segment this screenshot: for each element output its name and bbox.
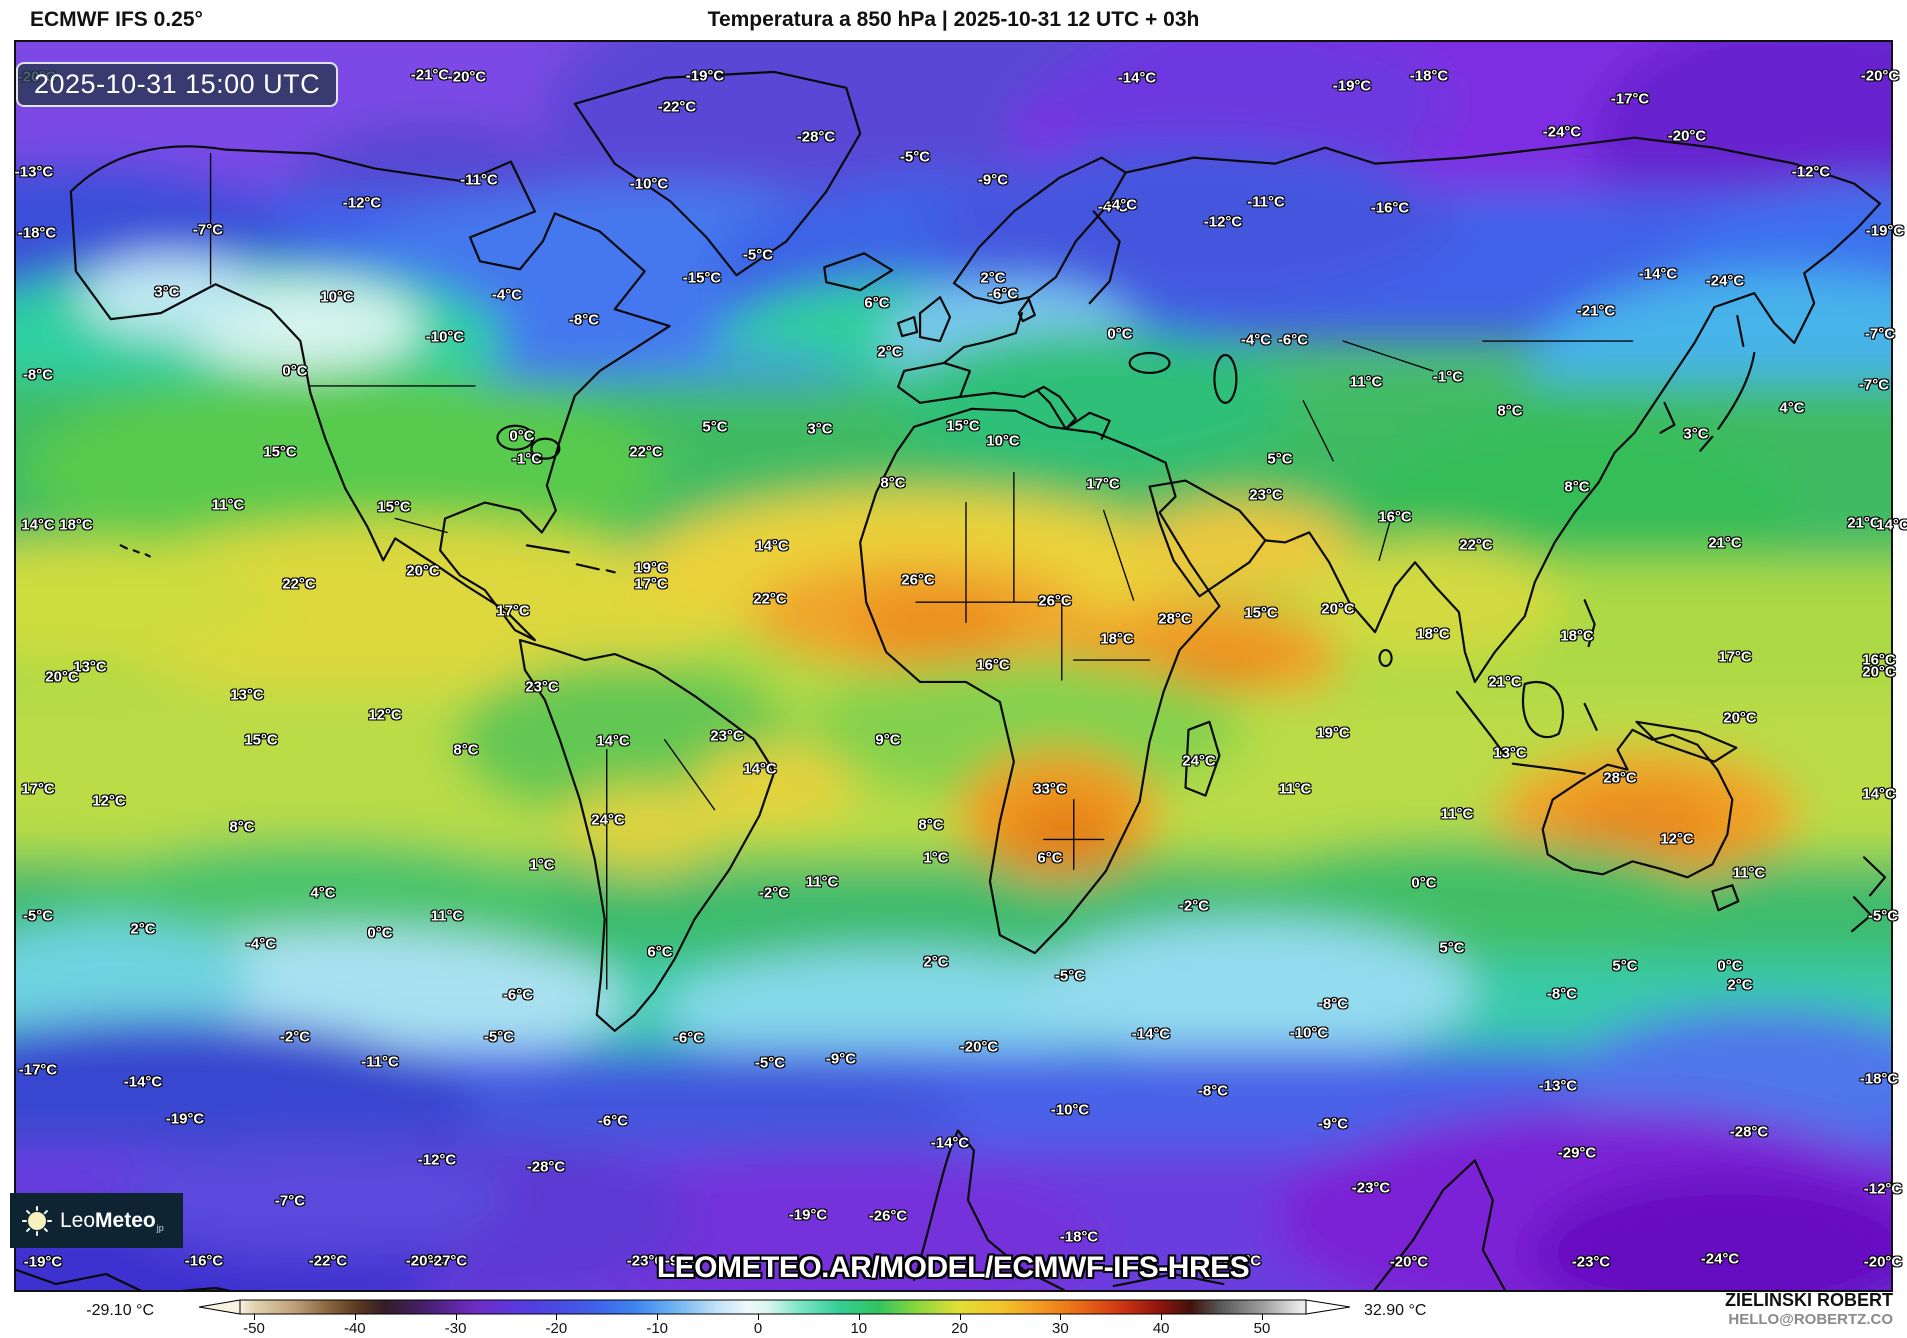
colorbar-gradient	[239, 1299, 1307, 1315]
colorbar-left-arrow	[198, 1299, 241, 1315]
colorbar	[198, 1299, 1351, 1315]
country-borders	[209, 152, 1634, 990]
colorbar-min-value: -29.10 °C	[86, 1302, 154, 1319]
coastlines	[16, 70, 1887, 1290]
leometeo-logo: LeoMeteojp	[10, 1193, 183, 1248]
model-name: ECMWF IFS 0.25°	[30, 8, 203, 31]
watermark: LEOMETEO.AR/MODEL/ECMWF-IFS-HRES	[656, 1251, 1250, 1284]
logo-text: LeoMeteojp	[60, 1208, 164, 1233]
colorbar-max-value: 32.90 °C	[1364, 1302, 1427, 1319]
author-email: HELLO@ROBERTZ.CO	[1728, 1310, 1893, 1328]
colorbar-right-arrow	[1305, 1299, 1351, 1315]
author-credit: ZIELIŃSKI ROBERT HELLO@ROBERTZ.CO	[1725, 1290, 1893, 1328]
sun-icon	[22, 1205, 52, 1236]
timestamp-badge: 2025-10-31 15:00 UTC	[16, 62, 339, 107]
author-name: ZIELIŃSKI ROBERT	[1724, 1290, 1893, 1310]
temperature-field	[16, 42, 1891, 1290]
weather-map	[14, 40, 1893, 1292]
page-title: Temperatura a 850 hPa | 2025-10-31 12 UT…	[707, 8, 1200, 31]
